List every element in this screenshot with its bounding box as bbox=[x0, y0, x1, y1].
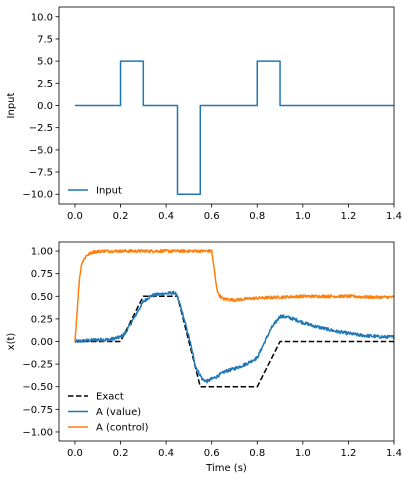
x-tick-label: 0.6 bbox=[204, 448, 220, 459]
series-line-input bbox=[74, 60, 394, 195]
x-tick-label: 1.2 bbox=[340, 448, 356, 459]
input-chart: 0.0 0.2 0.4 0.6 0.8 1.0 1.2 1.4 10.0 7.5 5.0 2.5 0.0… bbox=[6, 6, 402, 222]
legend-label: A (control) bbox=[96, 423, 149, 434]
x-tick-label: 0.4 bbox=[158, 211, 174, 222]
legend-label: Exact bbox=[96, 392, 124, 403]
y-tick-label: 10.0 bbox=[31, 12, 53, 23]
state-chart: 0.0 0.2 0.4 0.6 0.8 1.0 1.2 1.4 1.00 0.75 0.50 0.25… bbox=[6, 241, 402, 474]
x-tick-label: 0.0 bbox=[67, 211, 83, 222]
x-tick-label: 1.0 bbox=[295, 211, 311, 222]
x-tick-label: 1.0 bbox=[295, 448, 311, 459]
y-tick-label: 2.5 bbox=[37, 79, 53, 90]
series-line-a-value bbox=[74, 290, 394, 384]
series-group bbox=[74, 60, 394, 195]
y-tick-label: 7.5 bbox=[37, 34, 53, 45]
x-axis-label: Time (s) bbox=[205, 463, 247, 474]
y-tick-label: 0.75 bbox=[31, 269, 53, 280]
series-line-exact bbox=[74, 295, 394, 388]
y-tick-label: 0.00 bbox=[31, 337, 53, 348]
y-tick-label: 1.00 bbox=[31, 247, 53, 258]
x-tick-label: 0.8 bbox=[249, 448, 265, 459]
y-tick-label: −5.0 bbox=[29, 145, 53, 156]
y-tick-label: 0.50 bbox=[31, 292, 53, 303]
y-tick-label: −0.75 bbox=[22, 405, 53, 416]
legend: Exact A (value) A (control) bbox=[68, 392, 149, 434]
x-tick-label: 1.4 bbox=[386, 448, 402, 459]
x-tick-label: 0.0 bbox=[67, 448, 83, 459]
x-tick-label: 1.2 bbox=[340, 211, 356, 222]
y-axis-label: x(t) bbox=[6, 333, 17, 351]
x-tick-label: 0.8 bbox=[249, 211, 265, 222]
series-line-a-control bbox=[74, 248, 394, 342]
legend-label: A (value) bbox=[96, 407, 141, 418]
legend: Input bbox=[68, 186, 122, 197]
x-tick-label: 1.4 bbox=[386, 211, 402, 222]
y-tick-label: −10.0 bbox=[22, 190, 53, 201]
x-tick-label: 0.2 bbox=[113, 448, 129, 459]
y-tick-label: −7.5 bbox=[29, 168, 53, 179]
y-tick-label: −2.5 bbox=[29, 123, 53, 134]
y-axis-label: Input bbox=[6, 92, 17, 118]
x-tick-label: 0.6 bbox=[204, 211, 220, 222]
series-group bbox=[74, 248, 394, 388]
y-tick-label: −0.50 bbox=[22, 382, 53, 393]
y-tick-label: 0.25 bbox=[31, 314, 53, 325]
x-tick-label: 0.4 bbox=[158, 448, 174, 459]
x-tick-label: 0.2 bbox=[113, 211, 129, 222]
legend-label: Input bbox=[96, 186, 122, 197]
y-tick-label: 5.0 bbox=[37, 57, 53, 68]
y-tick-label: −1.00 bbox=[22, 427, 53, 438]
y-tick-label: 0.0 bbox=[37, 101, 53, 112]
y-tick-label: −0.25 bbox=[22, 360, 53, 371]
